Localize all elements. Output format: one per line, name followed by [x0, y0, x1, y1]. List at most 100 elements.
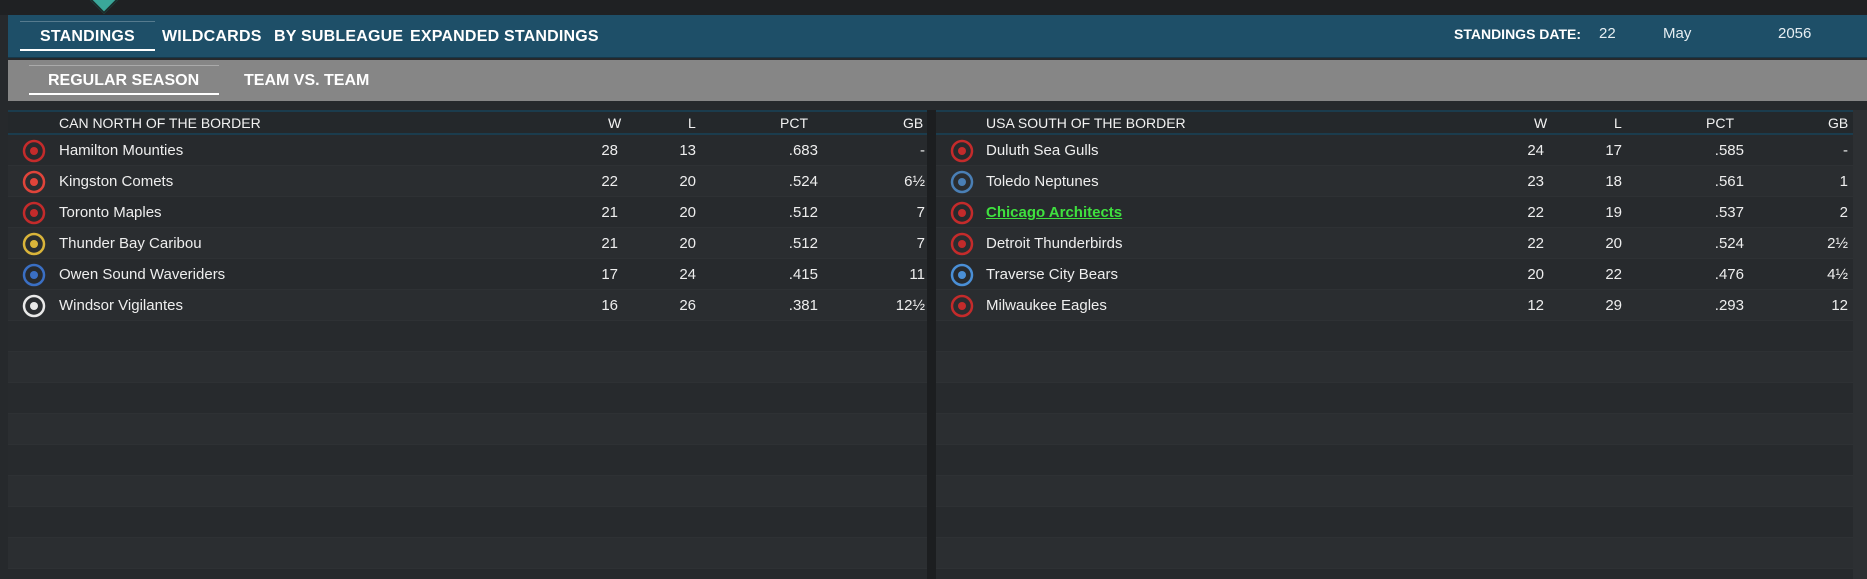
team-losses: 29 — [1605, 297, 1622, 314]
col-gb[interactable]: GB — [1828, 115, 1849, 131]
team-name[interactable]: Windsor Vigilantes — [59, 297, 183, 314]
table-row[interactable]: Kingston Comets 22 20 .524 6½ — [8, 166, 927, 197]
team-pct: .512 — [788, 235, 818, 252]
team-losses: 17 — [1605, 142, 1622, 159]
team-gb: - — [1843, 142, 1848, 159]
col-l[interactable]: L — [688, 115, 696, 131]
team-gb: 2 — [1839, 204, 1848, 221]
empty-row — [936, 476, 1853, 507]
standings-date-year[interactable]: 2056 — [1778, 25, 1812, 42]
team-wins: 22 — [1527, 235, 1544, 252]
empty-row — [936, 445, 1853, 476]
scrollbar[interactable] — [1853, 110, 1867, 579]
sub-tab-bar: REGULAR SEASON TEAM VS. TEAM — [8, 60, 1867, 101]
col-l[interactable]: L — [1614, 115, 1622, 131]
team-losses: 24 — [679, 266, 696, 283]
standings-date-month[interactable]: May — [1663, 25, 1692, 42]
duluth-logo-icon — [950, 139, 974, 163]
team-name[interactable]: Duluth Sea Gulls — [986, 142, 1099, 159]
table-row[interactable]: Toronto Maples 21 20 .512 7 — [8, 197, 927, 228]
team-wins: 21 — [601, 204, 618, 221]
team-name[interactable]: Toronto Maples — [59, 204, 162, 221]
team-wins: 17 — [601, 266, 618, 283]
standings-date-day[interactable]: 22 — [1599, 25, 1616, 42]
table-row[interactable]: Chicago Architects 22 19 .537 2 — [936, 197, 1853, 228]
team-pct: .415 — [788, 266, 818, 283]
team-losses: 20 — [679, 173, 696, 190]
team-pct: .476 — [1714, 266, 1744, 283]
team-name[interactable]: Milwaukee Eagles — [986, 297, 1107, 314]
milwaukee-logo-icon — [950, 294, 974, 318]
main-tab-bar: STANDINGS WILDCARDS BY SUBLEAGUE EXPANDE… — [8, 15, 1867, 58]
team-pct: .381 — [788, 297, 818, 314]
team-name[interactable]: Toledo Neptunes — [986, 173, 1099, 190]
table-row[interactable]: Milwaukee Eagles 12 29 .293 12 — [936, 290, 1853, 321]
tab-standings[interactable]: STANDINGS — [20, 15, 155, 58]
division-name: USA SOUTH OF THE BORDER — [986, 115, 1186, 131]
team-gb: 11 — [909, 266, 925, 283]
col-w[interactable]: W — [608, 115, 622, 131]
tab-expanded-standings[interactable]: EXPANDED STANDINGS — [410, 28, 599, 45]
team-name[interactable]: Chicago Architects — [986, 204, 1123, 221]
col-pct[interactable]: PCT — [1706, 115, 1734, 131]
empty-row — [936, 538, 1853, 569]
team-losses: 18 — [1605, 173, 1622, 190]
tab-team-vs-team[interactable]: TEAM VS. TEAM — [244, 72, 370, 89]
team-name[interactable]: Owen Sound Waveriders — [59, 266, 226, 283]
col-pct[interactable]: PCT — [780, 115, 808, 131]
team-gb: 1 — [1839, 173, 1848, 190]
panel-divider — [927, 110, 936, 579]
table-row[interactable]: Traverse City Bears 20 22 .476 4½ — [936, 259, 1853, 290]
team-gb: 12 — [1831, 297, 1848, 314]
team-pct: .537 — [1714, 204, 1744, 221]
team-losses: 20 — [679, 235, 696, 252]
team-name[interactable]: Kingston Comets — [59, 173, 174, 190]
tab-wildcards[interactable]: WILDCARDS — [162, 28, 262, 45]
toledo-logo-icon — [950, 170, 974, 194]
team-gb: 7 — [916, 204, 925, 221]
tab-by-subleague[interactable]: BY SUBLEAGUE — [274, 28, 404, 45]
standings-date-label: STANDINGS DATE: — [1454, 26, 1582, 42]
team-wins: 24 — [1527, 142, 1544, 159]
team-losses: 19 — [1605, 204, 1622, 221]
chicago-logo-icon — [950, 201, 974, 225]
empty-row — [936, 352, 1853, 383]
empty-row — [8, 352, 927, 383]
division-name: CAN NORTH OF THE BORDER — [59, 115, 261, 131]
top-strip — [0, 0, 1867, 15]
table-row[interactable]: Duluth Sea Gulls 24 17 .585 - — [936, 135, 1853, 166]
team-pct: .683 — [788, 142, 818, 159]
team-losses: 20 — [679, 204, 696, 221]
empty-row — [936, 383, 1853, 414]
team-pct: .561 — [1714, 173, 1744, 190]
hamilton-logo-icon — [22, 139, 46, 163]
team-name[interactable]: Hamilton Mounties — [59, 142, 184, 159]
table-row[interactable]: Thunder Bay Caribou 21 20 .512 7 — [8, 228, 927, 259]
team-gb: - — [920, 142, 925, 159]
empty-row — [8, 383, 927, 414]
kingston-logo-icon — [22, 170, 46, 194]
owen-sound-logo-icon — [22, 263, 46, 287]
team-wins: 12 — [1527, 297, 1544, 314]
table-row[interactable]: Toledo Neptunes 23 18 .561 1 — [936, 166, 1853, 197]
table-row[interactable]: Hamilton Mounties 28 13 .683 - — [8, 135, 927, 166]
team-name[interactable]: Traverse City Bears — [986, 266, 1118, 283]
team-name[interactable]: Detroit Thunderbirds — [986, 235, 1123, 252]
col-gb[interactable]: GB — [903, 115, 924, 131]
team-wins: 22 — [601, 173, 618, 190]
table-row[interactable]: Detroit Thunderbirds 22 20 .524 2½ — [936, 228, 1853, 259]
windsor-logo-icon — [22, 294, 46, 318]
team-losses: 22 — [1605, 266, 1622, 283]
team-losses: 26 — [679, 297, 696, 314]
table-row[interactable]: Owen Sound Waveriders 17 24 .415 11 — [8, 259, 927, 290]
table-row[interactable]: Windsor Vigilantes 16 26 .381 12½ — [8, 290, 927, 321]
tab-regular-season[interactable]: REGULAR SEASON — [28, 60, 220, 101]
empty-row — [8, 476, 927, 507]
right-standings-table: USA SOUTH OF THE BORDER W L PCT GB Dulut… — [936, 110, 1853, 579]
team-gb: 2½ — [1827, 235, 1848, 252]
team-wins: 20 — [1527, 266, 1544, 283]
col-w[interactable]: W — [1534, 115, 1548, 131]
team-pct: .524 — [1714, 235, 1744, 252]
team-name[interactable]: Thunder Bay Caribou — [59, 235, 202, 252]
empty-row — [8, 414, 927, 445]
